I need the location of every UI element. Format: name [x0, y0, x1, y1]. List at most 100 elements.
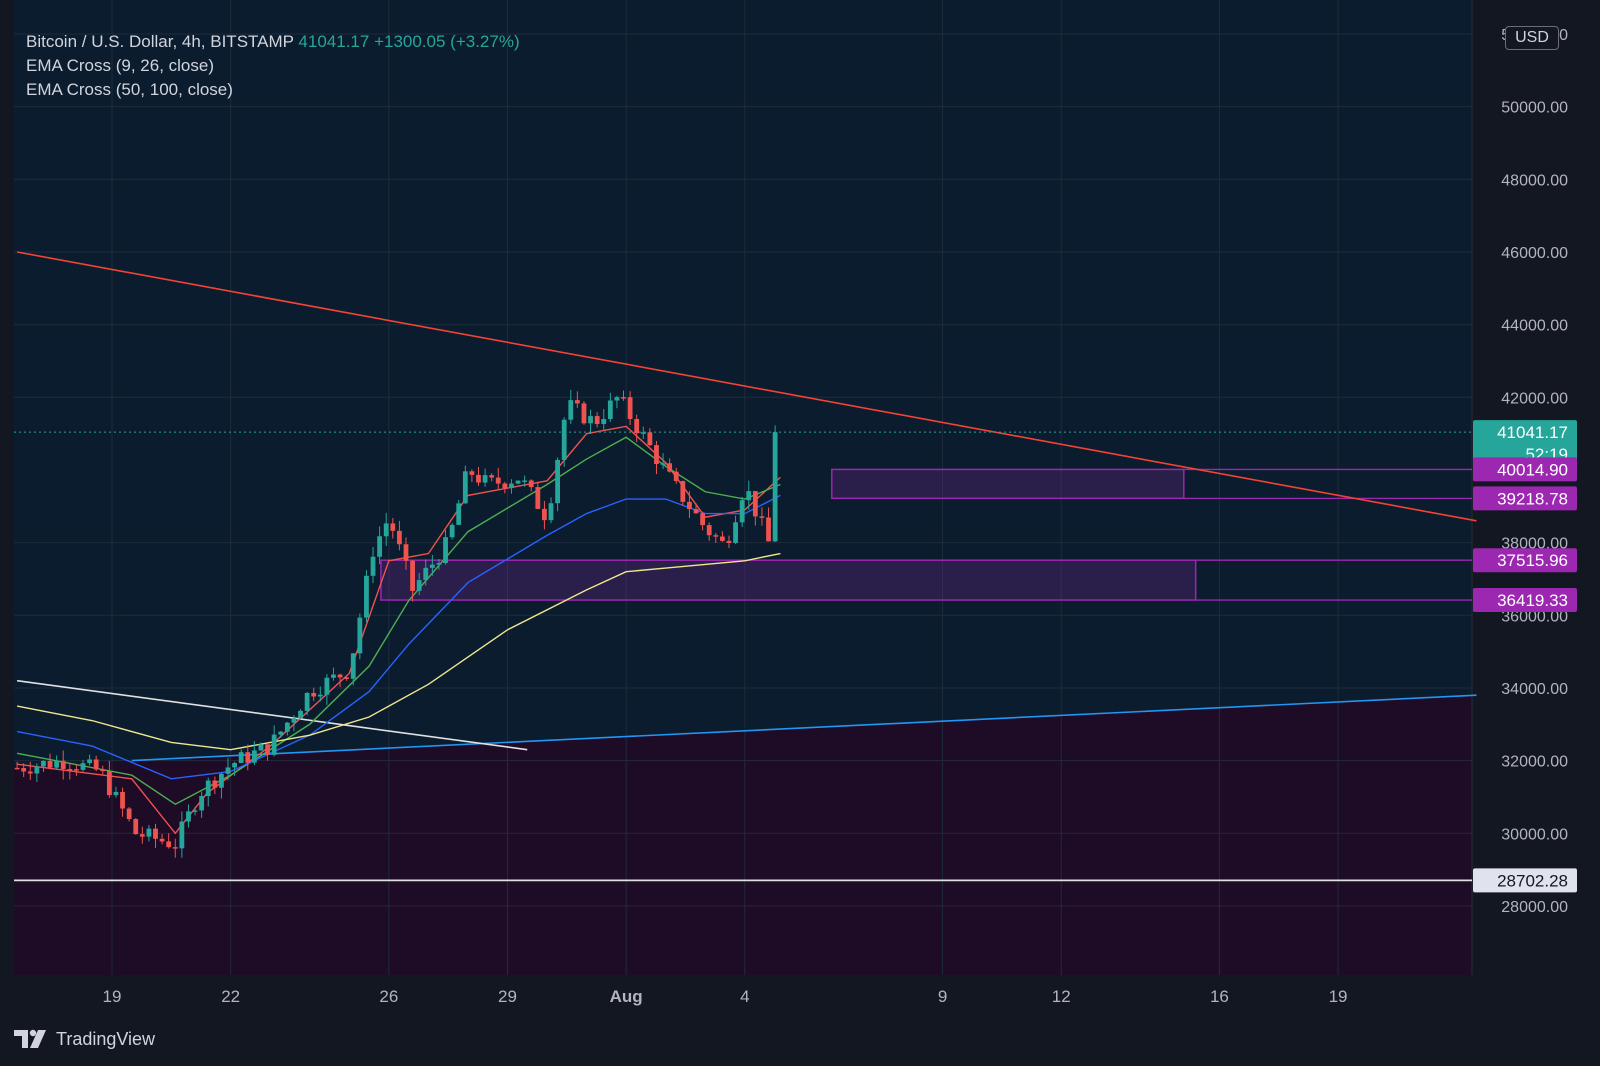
candle-body[interactable] [772, 432, 778, 542]
candle-body[interactable] [443, 537, 448, 564]
currency-button[interactable]: USD [1505, 26, 1559, 50]
candle-body[interactable] [403, 544, 409, 561]
candle-body[interactable] [535, 487, 541, 509]
candle-body[interactable] [482, 475, 488, 483]
candle-body[interactable] [317, 694, 323, 697]
candle-body[interactable] [449, 524, 455, 538]
candle-body[interactable] [324, 677, 330, 695]
candle-body[interactable] [640, 432, 646, 434]
demand-zone-2[interactable] [380, 559, 1197, 601]
candle-body[interactable] [93, 759, 99, 770]
candle-body[interactable] [752, 491, 758, 517]
candle-body[interactable] [528, 480, 534, 488]
candle-body[interactable] [462, 471, 468, 504]
candle-body[interactable] [667, 463, 673, 472]
candle-body[interactable] [27, 771, 33, 774]
candle-body[interactable] [548, 503, 554, 521]
candle-body[interactable] [337, 674, 343, 678]
candle-body[interactable] [607, 400, 613, 420]
candle-body[interactable] [298, 710, 303, 719]
candle-body[interactable] [647, 432, 653, 446]
demand-zone-1[interactable] [831, 468, 1185, 500]
candle-body[interactable] [634, 418, 640, 434]
candle-body[interactable] [719, 536, 725, 541]
candle-body[interactable] [179, 821, 185, 849]
candle-body[interactable] [594, 416, 600, 424]
candle-body[interactable] [370, 556, 376, 576]
candle-body[interactable] [654, 445, 659, 465]
candle-body[interactable] [344, 677, 350, 679]
candle-body[interactable] [126, 808, 132, 820]
candle-body[interactable] [159, 838, 165, 842]
candle-body[interactable] [627, 397, 633, 419]
tradingview-logo[interactable]: TradingView [14, 1028, 155, 1050]
candle-body[interactable] [278, 731, 284, 735]
candle-body[interactable] [436, 563, 442, 565]
candle-body[interactable] [377, 536, 383, 557]
candle-body[interactable] [199, 796, 205, 811]
candle-body[interactable] [47, 760, 53, 768]
candle-body[interactable] [509, 483, 514, 489]
candle-body[interactable] [739, 500, 745, 523]
candle-body[interactable] [687, 501, 692, 510]
candle-body[interactable] [245, 752, 251, 763]
trendline-old-resistance[interactable] [16, 679, 528, 751]
candle-body[interactable] [34, 766, 40, 774]
candle-body[interactable] [364, 575, 369, 618]
candle-body[interactable] [561, 419, 567, 460]
candle-body[interactable] [396, 530, 402, 545]
candle-body[interactable] [113, 791, 119, 796]
candle-body[interactable] [522, 480, 528, 482]
candle-body[interactable] [139, 834, 145, 837]
trendline-support[interactable] [131, 694, 1477, 762]
candle-body[interactable] [100, 769, 106, 772]
candle-body[interactable] [502, 483, 508, 489]
candle-body[interactable] [476, 474, 481, 483]
candle-body[interactable] [258, 744, 264, 751]
candle-body[interactable] [225, 767, 231, 774]
candle-body[interactable] [621, 397, 626, 399]
trendline-resistance[interactable] [16, 251, 1477, 522]
candle-body[interactable] [357, 617, 363, 654]
candle-body[interactable] [700, 513, 706, 526]
candle-body[interactable] [469, 471, 475, 475]
candle-body[interactable] [680, 481, 686, 502]
candle-body[interactable] [746, 491, 752, 501]
candle-body[interactable] [87, 759, 92, 764]
candle-body[interactable] [232, 762, 238, 768]
candle-body[interactable] [21, 768, 27, 772]
candle-body[interactable] [733, 522, 738, 543]
candle-body[interactable] [271, 734, 277, 755]
candle-body[interactable] [331, 674, 336, 678]
candle-body[interactable] [172, 847, 178, 849]
candle-body[interactable] [574, 400, 580, 404]
candle-body[interactable] [673, 471, 679, 482]
candle-body[interactable] [60, 760, 66, 769]
candle-body[interactable] [410, 560, 415, 591]
candle-body[interactable] [186, 811, 191, 822]
candle-body[interactable] [416, 580, 422, 591]
candle-body[interactable] [41, 760, 46, 767]
candle-body[interactable] [390, 523, 396, 531]
candle-body[interactable] [726, 540, 732, 543]
candle-body[interactable] [67, 768, 73, 771]
candle-body[interactable] [383, 523, 389, 537]
candle-body[interactable] [265, 744, 270, 755]
candle-body[interactable] [192, 810, 198, 812]
candle-body[interactable] [54, 760, 60, 768]
candle-body[interactable] [759, 516, 765, 518]
candle-body[interactable] [212, 780, 218, 788]
candle-body[interactable] [291, 718, 297, 723]
candle-body[interactable] [568, 400, 574, 420]
candle-body[interactable] [515, 480, 521, 484]
candle-body[interactable] [311, 692, 317, 697]
candle-body[interactable] [219, 773, 224, 788]
candle-body[interactable] [429, 564, 435, 568]
candle-body[interactable] [153, 828, 158, 839]
candle-body[interactable] [350, 653, 356, 679]
candle-body[interactable] [74, 769, 79, 771]
candle-body[interactable] [304, 692, 310, 711]
candle-body[interactable] [166, 841, 172, 848]
candle-body[interactable] [601, 419, 607, 424]
candle-body[interactable] [614, 397, 620, 401]
